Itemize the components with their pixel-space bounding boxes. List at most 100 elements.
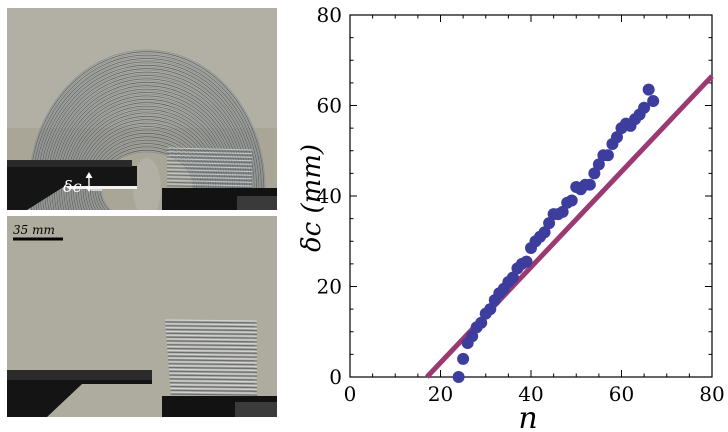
slinky-coil — [167, 347, 258, 351]
slinky-coils-stacked — [164, 319, 258, 396]
slinky-coil — [170, 385, 258, 389]
slinky-coil — [165, 323, 258, 326]
data-point — [466, 330, 479, 343]
scale-label: 35 mm — [13, 223, 55, 237]
slinky-coil-stacked — [166, 158, 253, 162]
slinky-coil — [166, 344, 258, 347]
slinky-coil-stacked — [166, 183, 253, 187]
slinky-coil-stacked — [166, 156, 253, 160]
slinky-coil — [165, 321, 258, 324]
slinky-coil — [170, 393, 258, 396]
slinky-coil-stacked — [166, 181, 253, 185]
slinky-coil-stacked — [166, 149, 253, 153]
slinky-coil — [169, 376, 258, 379]
slinky-coil-stacked — [166, 160, 253, 164]
slinky-coil-stacked — [166, 172, 253, 176]
data-point — [452, 371, 465, 383]
slinky-coil-stacked — [166, 163, 253, 167]
slinky-coil — [169, 382, 258, 385]
data-point — [565, 194, 578, 207]
slinky-coil — [166, 336, 258, 339]
slinky-coil — [166, 334, 258, 337]
slinky-coil-stacked — [166, 178, 253, 182]
x-tick-label: 40 — [518, 382, 543, 406]
x-tick-label: 80 — [699, 382, 724, 406]
data-point — [475, 316, 488, 329]
slinky-coil-stacked — [166, 170, 253, 174]
slinky-coil-stacked — [166, 151, 253, 155]
data-point — [583, 178, 596, 191]
arch-gap — [133, 158, 161, 210]
slinky-coil — [168, 361, 258, 364]
slinky-coil — [165, 330, 258, 333]
slinky-coil — [166, 342, 258, 345]
slinky-arch-image: δc — [7, 8, 277, 210]
tick-labels: 0 20 40 60 80 0 20 40 60 80 — [317, 3, 725, 406]
slinky-coil-stacked — [166, 167, 253, 171]
x-tick-label: 20 — [428, 382, 453, 406]
slinky-coil-stacked — [166, 154, 253, 158]
slinky-coil — [170, 389, 258, 392]
data-point — [588, 167, 601, 180]
slinky-coil-stacked — [166, 176, 253, 180]
photo-slinky-stack: 35 mm — [7, 216, 277, 417]
slinky-coil — [165, 325, 258, 328]
photo-slinky-arched: δc — [7, 8, 277, 210]
slinky-coil — [169, 374, 258, 377]
data-point — [543, 217, 556, 230]
slinky-coil — [165, 328, 258, 332]
plot-frame — [349, 14, 713, 378]
slinky-coil-stacked — [166, 152, 253, 156]
y-tick-label: 80 — [317, 3, 342, 27]
slinky-coil — [168, 366, 258, 370]
delta-c-vs-n-chart: 0 20 40 60 80 0 20 40 60 80 n δc (mm) — [300, 3, 725, 432]
slinky-coil — [165, 327, 258, 330]
data-point — [520, 255, 533, 268]
slinky-coil — [169, 378, 258, 381]
slinky-coil — [167, 357, 258, 360]
y-tick-label: 20 — [317, 275, 342, 299]
x-tick-label: 0 — [344, 382, 357, 406]
y-tick-label: 60 — [317, 94, 342, 118]
x-tick-label: 60 — [609, 382, 634, 406]
data-point — [592, 158, 605, 171]
data-point — [457, 352, 470, 365]
slinky-coil-stacked — [166, 147, 253, 151]
y-tick-label: 40 — [317, 184, 342, 208]
data-point — [556, 205, 569, 218]
data-point — [647, 94, 660, 107]
slinky-coil-stacked — [166, 169, 253, 173]
data-point — [484, 303, 497, 316]
data-points — [452, 83, 660, 383]
slinky-coil — [167, 349, 258, 352]
y-tick-label: 0 — [329, 365, 342, 389]
slinky-coil-stacked — [166, 185, 253, 189]
y-axis-label: δc (mm) — [300, 144, 327, 252]
delta-c-label: δc — [63, 177, 82, 196]
slinky-coil — [170, 387, 258, 390]
data-point — [642, 83, 655, 96]
axis-ticks — [349, 14, 713, 378]
data-point — [506, 271, 519, 284]
data-point — [610, 131, 623, 144]
data-point — [638, 101, 651, 114]
data-point — [601, 149, 614, 162]
data-point — [538, 226, 551, 239]
x-axis-label: n — [518, 401, 537, 432]
slinky-coil — [167, 355, 258, 358]
slinky-coil — [167, 353, 258, 356]
slinky-coil — [166, 332, 258, 335]
slinky-coil — [168, 359, 258, 362]
slinky-coil — [169, 380, 258, 383]
slinky-coil — [170, 391, 258, 394]
slinky-coil — [170, 384, 258, 387]
slinky-coil — [166, 340, 258, 343]
slinky-coil — [167, 346, 258, 349]
slinky-coil-stacked — [166, 161, 253, 165]
slinky-coil — [167, 351, 258, 354]
slinky-coil-stacked — [166, 179, 253, 183]
slinky-stack-image: 35 mm — [7, 216, 277, 417]
delta-c-marker — [85, 172, 102, 192]
slinky-coil — [169, 370, 258, 373]
slinky-coil — [166, 338, 258, 341]
